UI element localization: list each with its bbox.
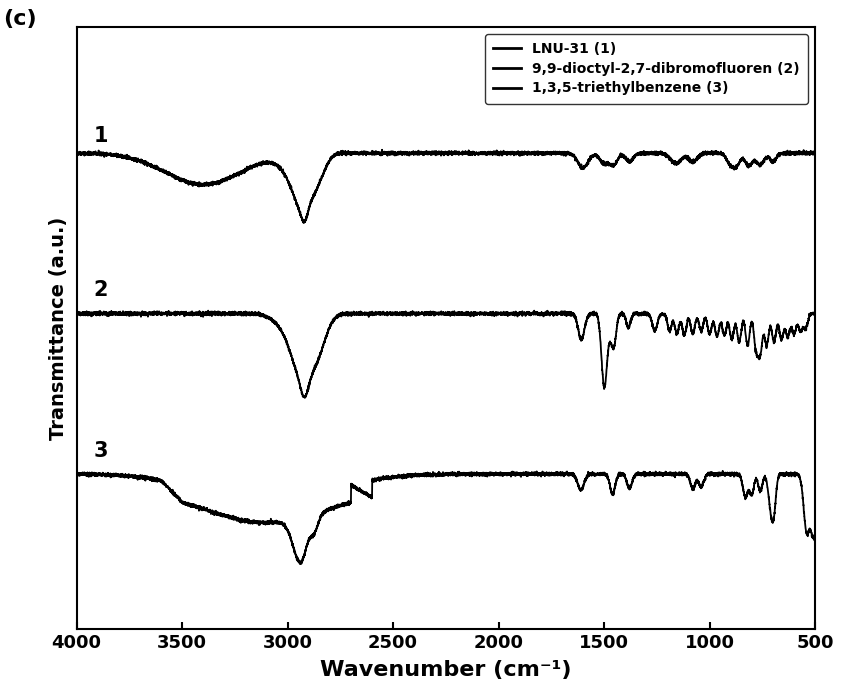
Text: 1: 1 bbox=[94, 126, 108, 146]
Legend: LNU-31 (1), 9,9-dioctyl-2,7-dibromofluoren (2), 1,3,5-triethylbenzene (3): LNU-31 (1), 9,9-dioctyl-2,7-dibromofluor… bbox=[484, 34, 807, 104]
X-axis label: Wavenumber (cm⁻¹): Wavenumber (cm⁻¹) bbox=[320, 660, 571, 680]
Text: 2: 2 bbox=[94, 281, 108, 301]
Text: 3: 3 bbox=[94, 441, 108, 461]
Text: (c): (c) bbox=[3, 9, 36, 29]
Y-axis label: Transmittance (a.u.): Transmittance (a.u.) bbox=[49, 216, 68, 439]
